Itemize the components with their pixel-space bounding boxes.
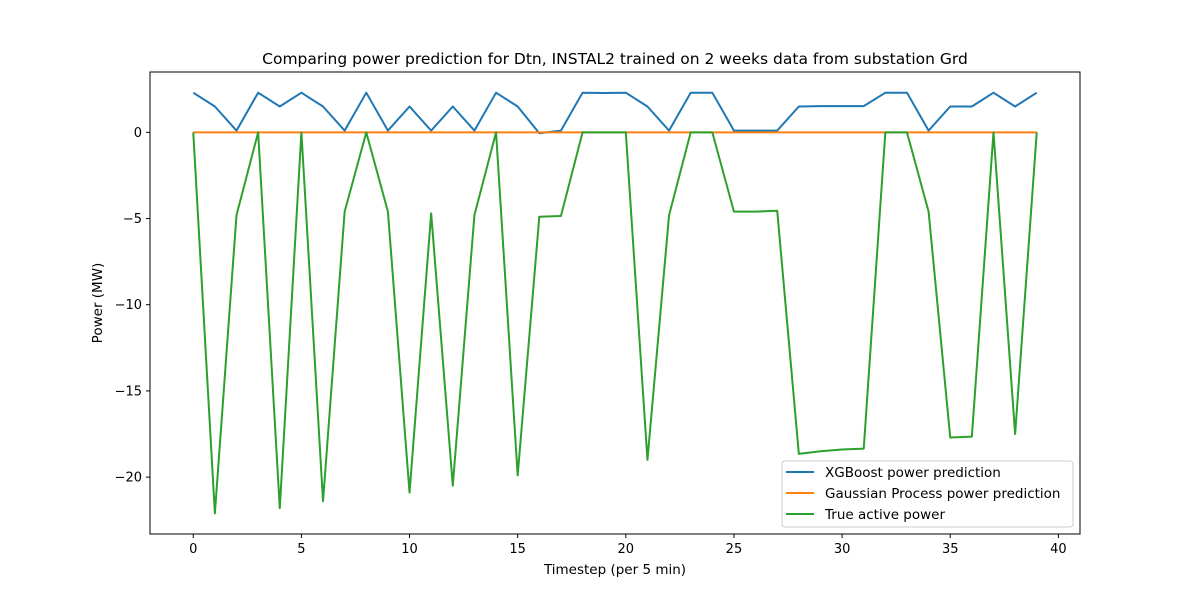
y-tick-label: −10 xyxy=(115,298,142,313)
x-tick-label: 15 xyxy=(509,542,526,557)
x-tick-label: 25 xyxy=(726,542,743,557)
series-line-1 xyxy=(192,91,1038,135)
x-tick-label: 35 xyxy=(942,542,959,557)
x-tick-label: 0 xyxy=(189,542,197,557)
chart-title: Comparing power prediction for Dtn, INST… xyxy=(262,50,968,68)
y-tick-label: −20 xyxy=(115,471,142,486)
legend-label-3: True active power xyxy=(824,507,945,523)
x-axis-ticks: 0 5 10 15 20 25 30 35 40 xyxy=(189,534,1067,557)
y-axis-label: Power (MW) xyxy=(90,263,106,344)
y-tick-label: −15 xyxy=(115,384,142,399)
x-tick-label: 5 xyxy=(297,542,305,557)
legend-label-2: Gaussian Process power prediction xyxy=(825,486,1060,502)
x-tick-label: 10 xyxy=(401,542,418,557)
plot-frame xyxy=(149,71,1081,535)
y-tick-label: 0 xyxy=(134,126,142,141)
x-tick-label: 20 xyxy=(618,542,635,557)
legend-items: XGBoost power prediction Gaussian Process… xyxy=(786,465,1060,523)
y-axis-ticks: 0 −5 −10 −15 −20 xyxy=(115,126,150,486)
plot-lines xyxy=(192,91,1038,515)
x-tick-label: 40 xyxy=(1050,542,1067,557)
series-line-3 xyxy=(192,131,1038,515)
legend: XGBoost power prediction Gaussian Process… xyxy=(781,460,1074,528)
x-tick-label: 30 xyxy=(834,542,851,557)
y-tick-label: −5 xyxy=(123,212,142,227)
x-axis-label: Timestep (per 5 min) xyxy=(543,562,686,578)
legend-box xyxy=(781,460,1074,528)
legend-label-1: XGBoost power prediction xyxy=(825,465,1001,481)
